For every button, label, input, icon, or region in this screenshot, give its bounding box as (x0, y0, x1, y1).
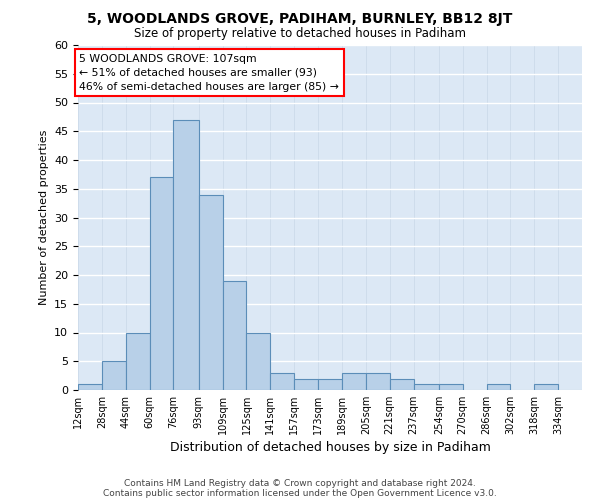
Bar (247, 332, 271, 390)
Bar (78, 384, 102, 390)
Text: Contains public sector information licensed under the Open Government Licence v3: Contains public sector information licen… (103, 488, 497, 498)
Bar (487, 384, 511, 390)
Bar (199, 194, 223, 390)
Bar (534, 384, 558, 390)
X-axis label: Distribution of detached houses by size in Padiham: Distribution of detached houses by size … (170, 441, 490, 454)
Text: 5, WOODLANDS GROVE, PADIHAM, BURNLEY, BB12 8JT: 5, WOODLANDS GROVE, PADIHAM, BURNLEY, BB… (88, 12, 512, 26)
Y-axis label: Number of detached properties: Number of detached properties (38, 130, 49, 305)
Text: 5 WOODLANDS GROVE: 107sqm
← 51% of detached houses are smaller (93)
46% of semi-: 5 WOODLANDS GROVE: 107sqm ← 51% of detac… (79, 54, 340, 92)
Bar (271, 373, 294, 390)
Bar (102, 361, 126, 390)
Bar (173, 120, 199, 390)
Bar (294, 378, 318, 390)
Text: Size of property relative to detached houses in Padiham: Size of property relative to detached ho… (134, 28, 466, 40)
Bar (149, 178, 173, 390)
Text: Contains HM Land Registry data © Crown copyright and database right 2024.: Contains HM Land Registry data © Crown c… (124, 478, 476, 488)
Bar (366, 373, 389, 390)
Bar (126, 332, 149, 390)
Bar (439, 384, 463, 390)
Bar (342, 373, 366, 390)
Bar (223, 281, 247, 390)
Bar (389, 378, 413, 390)
Bar (318, 378, 342, 390)
Bar (413, 384, 439, 390)
